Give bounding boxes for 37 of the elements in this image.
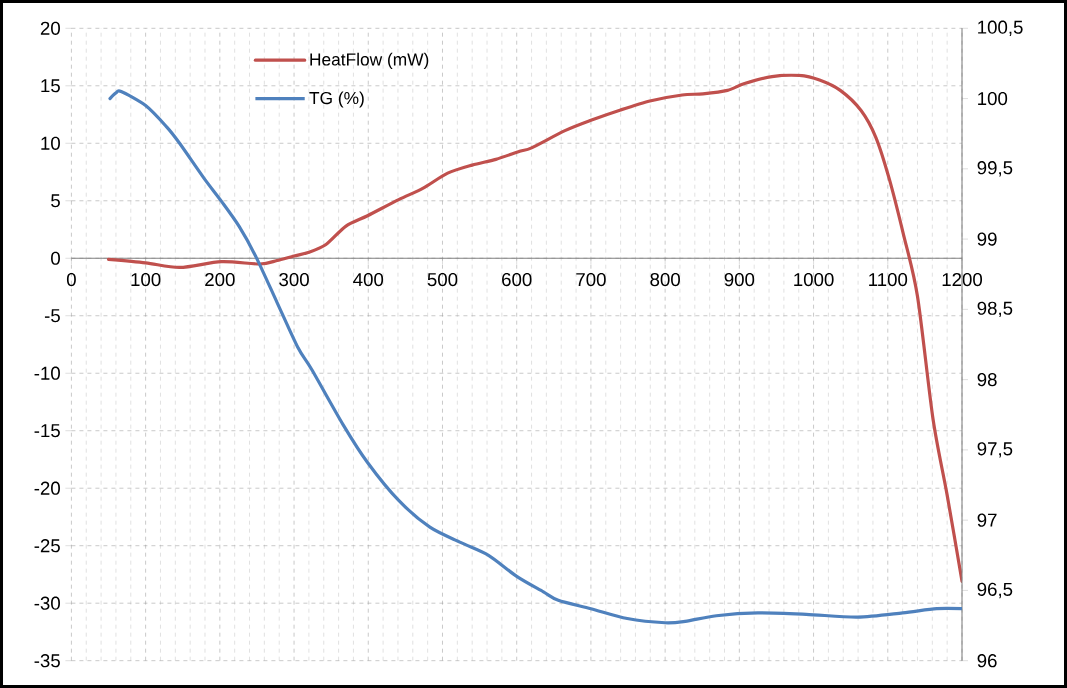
y-tick-label: -20	[34, 481, 60, 495]
y2-tick-label: 99,5	[977, 161, 1013, 177]
y-tick-label: -30	[34, 596, 60, 610]
y2-tick-label: 96	[977, 654, 997, 668]
x-tick-label: 500	[427, 272, 458, 287]
x-tick-label: 1100	[869, 272, 908, 287]
y-tick-label: 0	[51, 251, 60, 265]
x-tick-label: 600	[502, 272, 532, 287]
y-tick-label: 5	[51, 194, 60, 208]
y2-tick-label: 97	[977, 513, 997, 527]
legend-label: HeatFlow (mW)	[310, 52, 429, 70]
x-tick-label: 1200	[942, 272, 983, 287]
x-tick-label: 400	[353, 272, 384, 287]
y2-tick-label: 96,5	[977, 582, 1013, 599]
x-tick-label: 1000	[794, 272, 834, 287]
legend-label: TG (%)	[309, 91, 364, 108]
x-tick-label: 700	[576, 272, 606, 287]
x-tick-label: 900	[724, 272, 755, 287]
y-tick-label: 15	[41, 79, 60, 93]
y-tick-label: -5	[44, 309, 60, 323]
x-tick-label: 800	[650, 272, 680, 287]
x-tick-label: 200	[205, 272, 235, 287]
y2-tick-label: 100,5	[978, 20, 1023, 36]
y-tick-label: -10	[34, 366, 60, 380]
y-tick-label: -35	[34, 654, 60, 668]
x-tick-label: 0	[66, 272, 76, 287]
y-tick-label: -25	[34, 539, 60, 553]
x-tick-label: 300	[279, 272, 309, 287]
y2-tick-label: 97,5	[977, 442, 1013, 458]
y2-tick-label: 100	[978, 91, 1008, 106]
y2-tick-label: 98,5	[977, 301, 1013, 318]
y-tick-label: 20	[40, 21, 60, 35]
y-tick-label: -15	[34, 424, 60, 438]
y2-tick-label: 99	[977, 232, 997, 246]
y-tick-label: 10	[41, 136, 60, 150]
x-tick-label: 100	[131, 272, 161, 287]
y2-tick-label: 98	[977, 373, 997, 387]
